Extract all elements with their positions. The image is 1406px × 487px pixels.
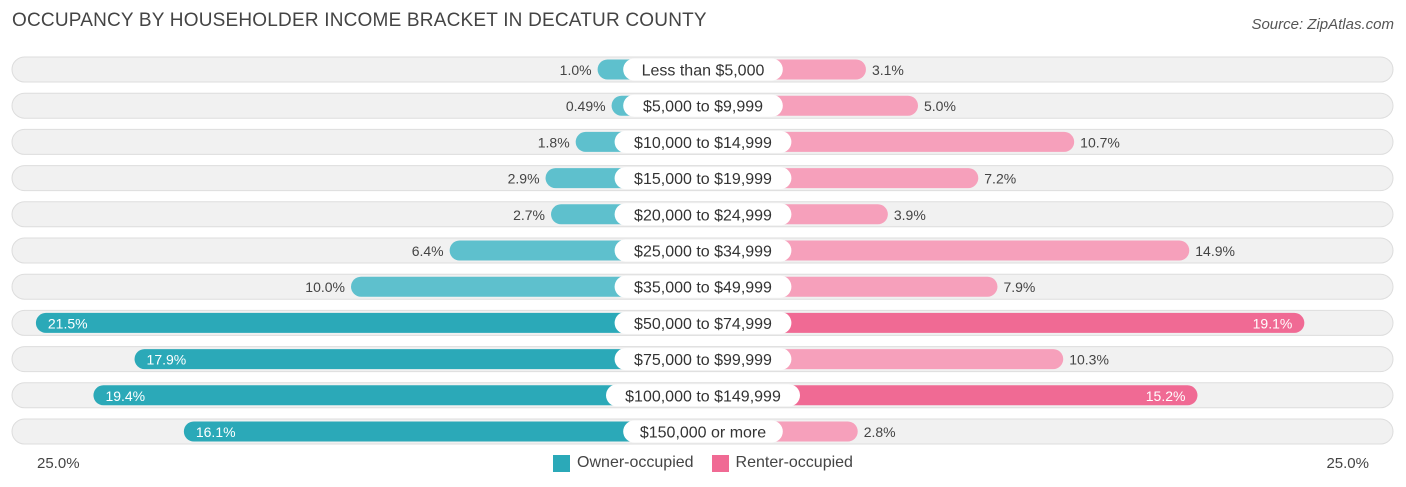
category-label: $100,000 to $149,999: [625, 388, 781, 405]
category-label: $75,000 to $99,999: [634, 352, 772, 369]
owner-value-label: 2.9%: [508, 171, 540, 187]
category-pill: [623, 420, 783, 443]
chart-source: Source: ZipAtlas.com: [1251, 16, 1394, 33]
chart-legend: Owner-occupied Renter-occupied: [0, 453, 1406, 473]
category-label: Less than $5,000: [642, 63, 765, 80]
owner-value-label: 6.4%: [412, 243, 444, 259]
owner-bar: [183, 421, 704, 442]
owner-value-label: 2.7%: [513, 207, 545, 223]
category-pill: [614, 130, 792, 153]
category-label: $35,000 to $49,999: [634, 280, 772, 297]
category-pill: [614, 203, 792, 226]
renter-bar: [703, 312, 1305, 333]
category-label: $50,000 to $74,999: [634, 316, 772, 333]
legend-swatch-renter: [711, 454, 729, 472]
category-pill: [614, 311, 792, 334]
owner-value-label: 0.49%: [566, 98, 606, 114]
category-label: $25,000 to $34,999: [634, 244, 772, 261]
owner-value-label: 21.5%: [48, 315, 88, 331]
category-label: $150,000 or more: [640, 425, 766, 442]
renter-value-label: 10.3%: [1069, 352, 1109, 368]
category-pill: [606, 384, 800, 407]
renter-value-label: 7.9%: [1003, 279, 1035, 295]
legend-item-owner: Owner-occupied: [553, 453, 694, 473]
legend-swatch-owner: [553, 454, 571, 472]
renter-bar: [703, 385, 1198, 406]
renter-value-label: 19.1%: [1253, 315, 1293, 331]
renter-value-label: 2.8%: [864, 424, 896, 440]
owner-bar: [35, 312, 703, 333]
axis-right-label: 25.0%: [1326, 455, 1369, 472]
renter-value-label: 10.7%: [1080, 134, 1120, 150]
owner-bar: [134, 349, 704, 370]
owner-bar: [351, 276, 703, 297]
chart-title: OCCUPANCY BY HOUSEHOLDER INCOME BRACKET …: [12, 10, 707, 31]
renter-value-label: 14.9%: [1195, 243, 1235, 259]
renter-value-label: 7.2%: [984, 171, 1016, 187]
renter-value-label: 3.1%: [872, 62, 904, 78]
owner-value-label: 16.1%: [196, 424, 236, 440]
category-label: $15,000 to $19,999: [634, 171, 772, 188]
owner-bar: [93, 385, 703, 406]
owner-value-label: 17.9%: [147, 352, 187, 368]
category-pill: [614, 167, 792, 190]
owner-value-label: 1.8%: [538, 134, 570, 150]
category-pill: [614, 348, 792, 371]
renter-bar: [703, 240, 1190, 261]
renter-value-label: 15.2%: [1146, 388, 1186, 404]
legend-item-renter: Renter-occupied: [711, 453, 853, 473]
legend-label-renter: Renter-occupied: [735, 454, 853, 471]
renter-value-label: 5.0%: [924, 98, 956, 114]
axis-left-label: 25.0%: [37, 455, 80, 472]
category-pill: [623, 94, 783, 117]
category-pill: [623, 58, 783, 81]
owner-value-label: 19.4%: [105, 388, 145, 404]
owner-value-label: 1.0%: [560, 62, 592, 78]
category-pill: [614, 239, 792, 262]
category-label: $10,000 to $14,999: [634, 135, 772, 152]
category-label: $5,000 to $9,999: [643, 99, 763, 116]
category-label: $20,000 to $24,999: [634, 207, 772, 224]
legend-label-owner: Owner-occupied: [577, 454, 694, 471]
renter-bar: [703, 131, 1075, 152]
renter-bar: [703, 349, 1064, 370]
owner-value-label: 10.0%: [305, 279, 345, 295]
category-pill: [614, 275, 792, 298]
renter-value-label: 3.9%: [894, 207, 926, 223]
